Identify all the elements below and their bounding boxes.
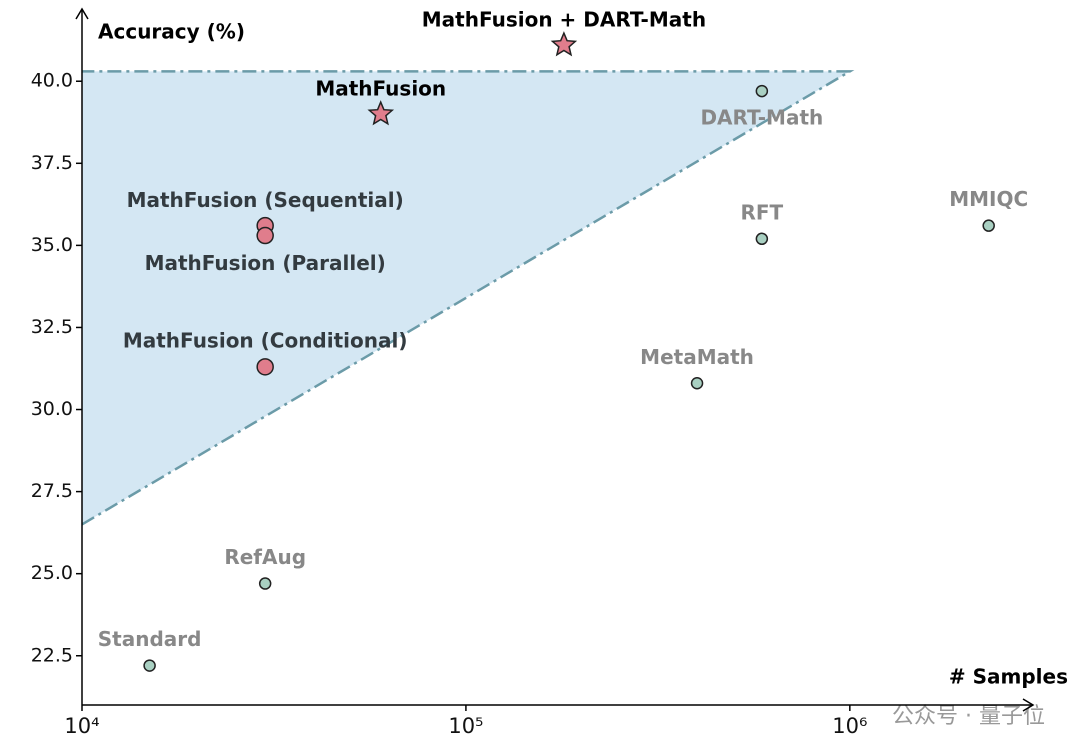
y-tick-label: 32.5 [31, 316, 73, 338]
y-tick-label: 30.0 [31, 398, 73, 420]
watermark: 公众号 · 量子位 [892, 704, 1045, 729]
point-label: Standard [98, 627, 202, 651]
y-tick-label: 35.0 [31, 234, 73, 256]
x-axis-label: # Samples [949, 665, 1068, 689]
frontier-line [81, 70, 855, 526]
point [258, 577, 272, 590]
point-label: RefAug [224, 545, 306, 569]
point-label: MathFusion + DART-Math [422, 8, 706, 32]
y-tick-label: 40.0 [31, 70, 73, 92]
point-label: MMIQC [949, 187, 1028, 211]
y-tick-label: 27.5 [31, 480, 73, 502]
point [256, 226, 274, 245]
x-tick-label: 10⁵ [448, 714, 483, 738]
star-point [550, 31, 578, 57]
y-tick-label: 25.0 [31, 562, 73, 584]
point-label: MathFusion (Sequential) [127, 188, 404, 212]
point [755, 84, 769, 98]
point [755, 232, 769, 246]
point-label: RFT [740, 200, 783, 224]
y-tick-label: 22.5 [31, 644, 73, 666]
star-point [367, 100, 395, 126]
point [690, 377, 704, 390]
point-label: MathFusion (Conditional) [123, 328, 408, 352]
y-axis-arrow [75, 7, 89, 20]
y-axis-label: Accuracy (%) [98, 20, 245, 44]
point [256, 358, 274, 376]
point [143, 659, 156, 672]
x-tick-label: 10⁶ [832, 714, 867, 738]
point-label: MetaMath [640, 345, 754, 369]
x-tick-label: 10⁴ [64, 714, 99, 738]
point-label: MathFusion (Parallel) [145, 251, 386, 275]
point-label: DART-Math [700, 106, 823, 130]
point-label: MathFusion [315, 77, 446, 101]
x-axis-arrow [1022, 698, 1035, 712]
y-tick-label: 37.5 [31, 152, 73, 174]
point [982, 219, 995, 232]
